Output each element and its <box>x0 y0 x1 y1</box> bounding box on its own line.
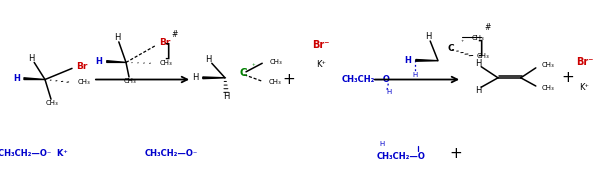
Text: #: # <box>484 23 490 32</box>
Polygon shape <box>203 77 225 79</box>
Text: CH₃CH₂—O⁻  K⁺: CH₃CH₂—O⁻ K⁺ <box>0 149 68 158</box>
Text: +: + <box>283 72 296 87</box>
Text: K⁺: K⁺ <box>316 61 326 69</box>
Text: ⁺: ⁺ <box>252 64 256 70</box>
Text: C: C <box>239 68 247 78</box>
Text: ⁺: ⁺ <box>460 40 464 45</box>
Polygon shape <box>416 60 438 61</box>
Text: ]: ] <box>163 43 170 61</box>
Text: CH₃CH₂—O: CH₃CH₂—O <box>377 152 425 161</box>
Text: CH₃CH₂—O⁻: CH₃CH₂—O⁻ <box>145 149 197 158</box>
Text: H: H <box>13 74 20 83</box>
Text: CH₃: CH₃ <box>124 78 137 84</box>
Text: CH₃: CH₃ <box>160 60 172 66</box>
Text: Br: Br <box>77 62 88 71</box>
Text: CH₃: CH₃ <box>46 100 59 107</box>
Text: H: H <box>224 92 230 101</box>
Text: H: H <box>206 55 212 64</box>
Text: Br⁻: Br⁻ <box>313 40 329 50</box>
Text: C: C <box>448 44 455 53</box>
Text: +: + <box>449 146 463 161</box>
Text: H: H <box>29 54 35 63</box>
Text: K⁺: K⁺ <box>580 83 589 92</box>
Text: H: H <box>425 32 431 41</box>
Text: CH₃CH₂—O: CH₃CH₂—O <box>342 75 391 84</box>
Polygon shape <box>24 78 45 80</box>
Text: #: # <box>172 30 178 39</box>
Text: CH₃: CH₃ <box>542 62 554 69</box>
Text: CH₃: CH₃ <box>472 35 484 42</box>
Text: H: H <box>475 86 481 95</box>
Text: ]: ] <box>476 40 484 58</box>
Text: Br⁻: Br⁻ <box>576 57 593 67</box>
Polygon shape <box>107 61 126 62</box>
Text: H: H <box>413 72 418 78</box>
Text: H: H <box>404 56 412 65</box>
Text: CH₃: CH₃ <box>269 79 281 86</box>
Text: CH₃: CH₃ <box>78 79 91 85</box>
Text: Br: Br <box>160 38 170 47</box>
Text: H: H <box>475 59 481 68</box>
Text: +: + <box>562 70 575 85</box>
Text: H: H <box>380 141 385 148</box>
Text: H: H <box>114 33 120 42</box>
Text: H: H <box>192 73 198 82</box>
Text: CH₃: CH₃ <box>542 85 554 91</box>
Text: CH₃: CH₃ <box>477 53 490 60</box>
Text: H: H <box>95 57 103 66</box>
Text: CH₃: CH₃ <box>270 58 283 65</box>
Text: H: H <box>386 89 391 95</box>
